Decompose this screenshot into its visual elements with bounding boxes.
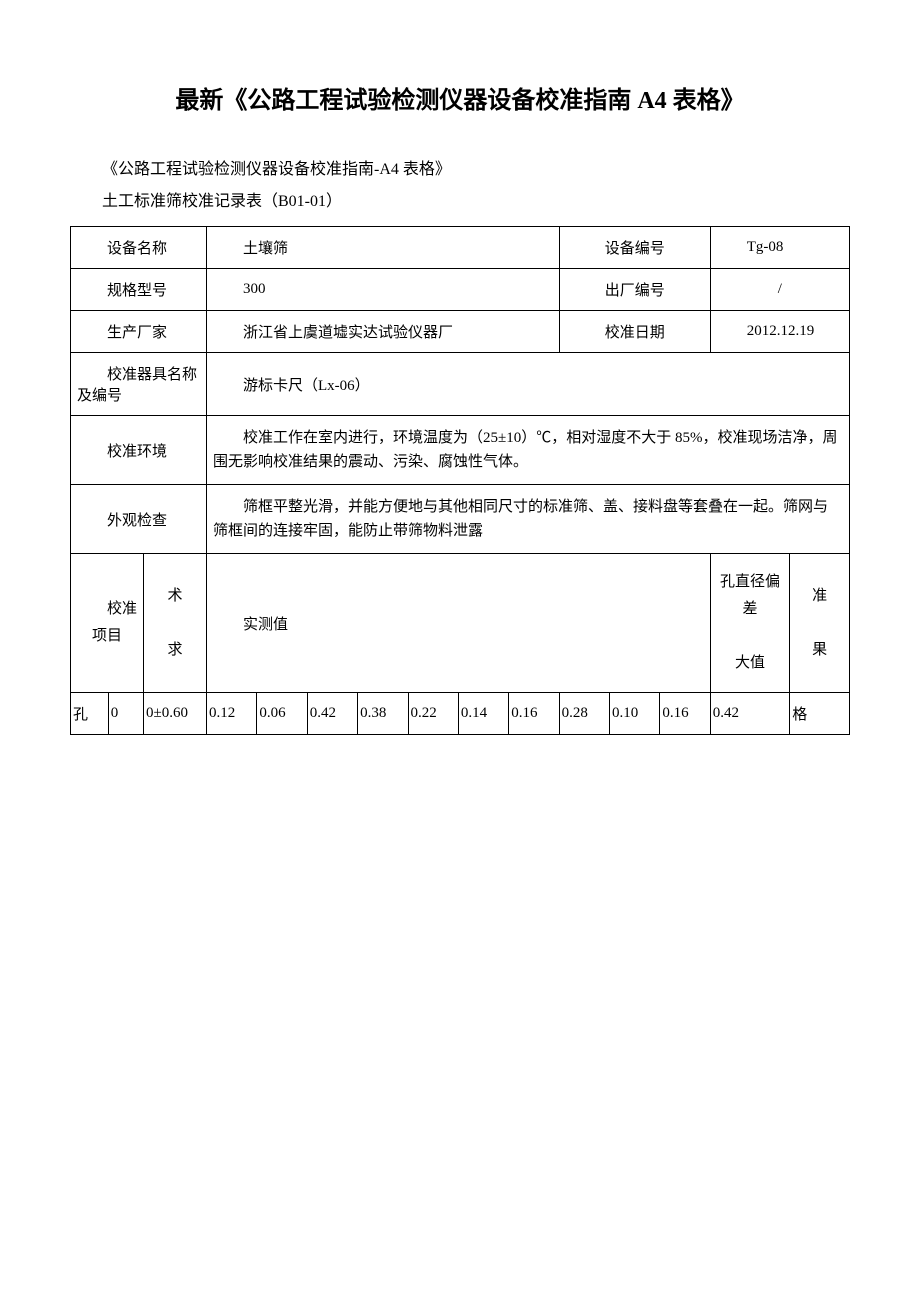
label-text: 孔直径偏差: [720, 574, 780, 617]
data-cell: 0.28: [559, 693, 609, 735]
calibration-date-value: 2012.12.19: [710, 311, 849, 353]
label-text: 准: [812, 588, 827, 604]
environment-value: 校准工作在室内进行，环境温度为（25±10）℃，相对湿度不大于 85%，校准现场…: [207, 416, 850, 485]
record-name: 土工标准筛校准记录表（B01-01）: [70, 187, 850, 211]
spec-model-value: 300: [207, 269, 560, 311]
data-cell: 0.16: [660, 693, 710, 735]
data-cell: 0.22: [408, 693, 458, 735]
calibration-date-label: 校准日期: [559, 311, 710, 353]
table-row: 校准环境 校准工作在室内进行，环境温度为（25±10）℃，相对湿度不大于 85%…: [71, 416, 850, 485]
data-cell: 0.10: [610, 693, 660, 735]
label-text: 求: [168, 642, 183, 658]
device-name-value: 土壤筛: [207, 227, 560, 269]
device-number-label: 设备编号: [559, 227, 710, 269]
label-text: 果: [812, 642, 827, 658]
table-row: 外观检查 筛框平整光滑，并能方便地与其他相同尺寸的标准筛、盖、接料盘等套叠在一起…: [71, 485, 850, 554]
table-row: 生产厂家 浙江省上虞道墟实达试验仪器厂 校准日期 2012.12.19: [71, 311, 850, 353]
document-title: 最新《公路工程试验检测仪器设备校准指南 A4 表格》: [70, 80, 850, 115]
result-label: 准 果: [790, 554, 850, 693]
label-text: 术: [168, 588, 183, 604]
instrument-label: 校准器具名称及编号: [71, 353, 207, 416]
data-cell: 0.12: [207, 693, 257, 735]
deviation-label: 孔直径偏差 大值: [710, 554, 790, 693]
manufacturer-value: 浙江省上虞道墟实达试验仪器厂: [207, 311, 560, 353]
instrument-value: 游标卡尺（Lx-06）: [207, 353, 850, 416]
data-cell: 0: [108, 693, 143, 735]
label-text: 大值: [735, 655, 765, 671]
data-cell: 0.38: [358, 693, 408, 735]
table-row: 规格型号 300 出厂编号 /: [71, 269, 850, 311]
factory-number-label: 出厂编号: [559, 269, 710, 311]
factory-number-value: /: [710, 269, 849, 311]
appearance-label: 外观检查: [71, 485, 207, 554]
data-cell: 孔: [71, 693, 109, 735]
device-number-value: Tg-08: [710, 227, 849, 269]
table-row: 校准器具名称及编号 游标卡尺（Lx-06）: [71, 353, 850, 416]
spec-model-label: 规格型号: [71, 269, 207, 311]
table-row: 校准项目 术 求 实测值 孔直径偏差 大值 准 果: [71, 554, 850, 693]
data-cell: 0.16: [509, 693, 559, 735]
manufacturer-label: 生产厂家: [71, 311, 207, 353]
device-name-label: 设备名称: [71, 227, 207, 269]
tech-req-label: 术 求: [144, 554, 207, 693]
data-cell: 0.42: [710, 693, 790, 735]
data-cell: 0.42: [307, 693, 357, 735]
calibration-item-label: 校准项目: [71, 554, 144, 693]
table-row: 设备名称 土壤筛 设备编号 Tg-08: [71, 227, 850, 269]
data-cell: 0.06: [257, 693, 307, 735]
measured-value-label: 实测值: [207, 554, 711, 693]
table-row: 孔 0 0±0.60 0.12 0.06 0.42 0.38 0.22 0.14…: [71, 693, 850, 735]
document-subtitle: 《公路工程试验检测仪器设备校准指南-A4 表格》: [70, 155, 850, 179]
data-cell: 0±0.60: [144, 693, 207, 735]
calibration-table: 设备名称 土壤筛 设备编号 Tg-08 规格型号 300 出厂编号 / 生产厂家…: [70, 226, 850, 735]
data-cell: 0.14: [458, 693, 508, 735]
appearance-value: 筛框平整光滑，并能方便地与其他相同尺寸的标准筛、盖、接料盘等套叠在一起。筛网与筛…: [207, 485, 850, 554]
data-cell: 格: [790, 693, 850, 735]
environment-label: 校准环境: [71, 416, 207, 485]
